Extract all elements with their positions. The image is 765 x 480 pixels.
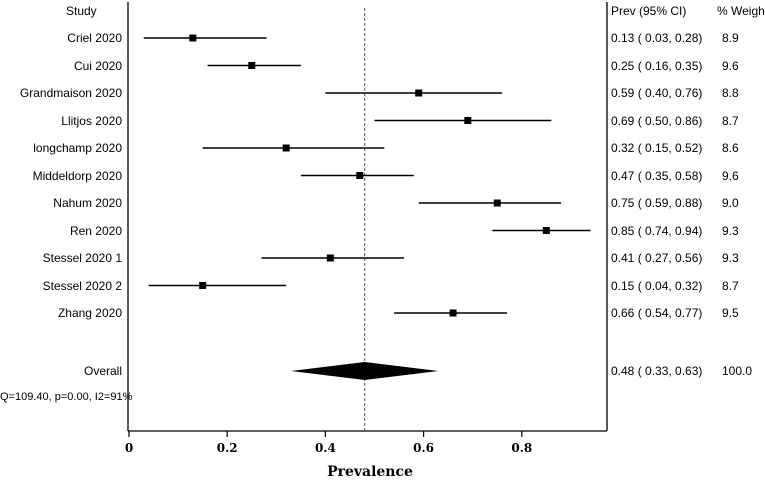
study-point-estimate [356, 172, 364, 179]
study-weight: 9.6 [722, 168, 739, 183]
x-tick-label: 0 [125, 441, 133, 455]
study-weight: 8.7 [722, 278, 739, 293]
study-ci-text: 0.69 ( 0.50, 0.86) [611, 113, 703, 128]
study-weight: 8.9 [722, 31, 739, 45]
x-tick-label: 0.8 [511, 441, 532, 455]
study-ci-text: 0.13 ( 0.03, 0.28) [611, 31, 703, 45]
study-point-estimate [199, 282, 207, 289]
study-label: Ren 2020 [69, 223, 122, 238]
x-tick-label: 0.4 [315, 441, 336, 455]
study-label: Stessel 2020 1 [42, 251, 122, 265]
overall-diamond [291, 362, 439, 380]
study-point-estimate [464, 117, 472, 124]
x-axis-label: Prevalence [327, 464, 413, 480]
overall-ci-text: 0.48 ( 0.33, 0.63) [611, 364, 703, 378]
study-point-estimate [542, 227, 550, 234]
study-ci-text: 0.32 ( 0.15, 0.52) [611, 141, 703, 155]
study-label: Middeldorp 2020 [32, 168, 122, 183]
study-ci-text: 0.66 ( 0.54, 0.77) [611, 306, 703, 320]
study-point-estimate [415, 89, 423, 97]
study-label: longchamp 2020 [33, 141, 122, 155]
study-label: Criel 2020 [67, 31, 122, 45]
study-weight: 8.6 [722, 141, 739, 155]
x-tick-label: 0.6 [413, 441, 434, 455]
study-weight: 9.3 [722, 223, 739, 238]
study-label: Cui 2020 [73, 58, 122, 73]
study-weight: 9.5 [722, 306, 739, 320]
study-ci-text: 0.41 ( 0.27, 0.56) [611, 251, 703, 265]
study-label: Grandmaison 2020 [19, 86, 122, 100]
study-ci-text: 0.85 ( 0.74, 0.94) [611, 223, 703, 238]
study-weight: 9.0 [722, 196, 739, 210]
study-ci-text: 0.47 ( 0.35, 0.58) [611, 168, 703, 183]
study-weight: 9.6 [722, 58, 739, 73]
study-label: Stessel 2020 2 [42, 278, 122, 293]
study-label: Nahum 2020 [53, 196, 122, 210]
study-ci-text: 0.75 ( 0.59, 0.88) [611, 196, 703, 210]
study-label: Zhang 2020 [57, 306, 122, 320]
weight-header: % Weight [717, 4, 765, 18]
study-point-estimate [493, 199, 501, 207]
study-ci-text: 0.15 ( 0.04, 0.32) [611, 278, 703, 293]
study-point-estimate [189, 34, 197, 42]
study-weight: 8.8 [722, 86, 739, 100]
overall-weight: 100.0 [722, 364, 753, 378]
study-point-estimate [449, 309, 457, 317]
study-point-estimate [326, 254, 334, 262]
study-header: Study [66, 4, 97, 18]
study-ci-text: 0.25 ( 0.16, 0.35) [611, 58, 703, 73]
overall-label: Overall [83, 364, 122, 378]
study-label: Llitjos 2020 [61, 113, 122, 128]
ci-header: Prev (95% CI) [611, 4, 687, 18]
study-weight: 9.3 [722, 251, 739, 265]
study-point-estimate [282, 144, 290, 152]
study-weight: 8.7 [722, 113, 739, 128]
study-point-estimate [248, 62, 256, 69]
heterogeneity-stats: Q=109.40, p=0.00, I2=91% [0, 391, 133, 403]
study-ci-text: 0.59 ( 0.40, 0.76) [611, 86, 703, 100]
x-tick-label: 0.2 [217, 441, 238, 455]
